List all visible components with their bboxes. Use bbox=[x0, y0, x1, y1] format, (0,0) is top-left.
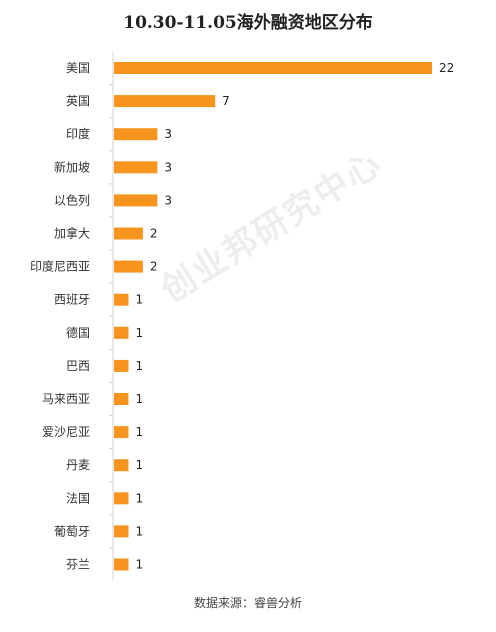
data-label: 1 bbox=[135, 524, 143, 538]
category-label: 加拿大 bbox=[54, 226, 90, 241]
bar bbox=[114, 525, 129, 538]
bar bbox=[114, 359, 129, 372]
bar bbox=[114, 194, 158, 207]
data-label: 1 bbox=[135, 326, 143, 340]
chart-title: 10.30-11.05海外融资地区分布 bbox=[123, 13, 373, 33]
category-label: 以色列 bbox=[54, 193, 90, 207]
category-label: 新加坡 bbox=[54, 159, 90, 174]
data-label: 22 bbox=[439, 61, 454, 75]
category-label: 西班牙 bbox=[54, 293, 90, 307]
data-label: 1 bbox=[135, 392, 143, 406]
bar bbox=[114, 558, 129, 571]
category-label: 英国 bbox=[66, 94, 90, 108]
category-label: 德国 bbox=[66, 325, 90, 340]
data-label: 1 bbox=[135, 359, 143, 373]
bar bbox=[114, 95, 216, 108]
category-label: 爱沙尼亚 bbox=[42, 425, 90, 439]
bar bbox=[114, 293, 129, 306]
data-label: 1 bbox=[135, 458, 143, 472]
bar bbox=[114, 161, 158, 174]
category-label: 丹麦 bbox=[66, 458, 90, 472]
data-label: 3 bbox=[164, 193, 172, 207]
bar bbox=[114, 260, 143, 273]
category-label: 印度尼西亚 bbox=[30, 259, 90, 274]
source-note: 数据来源：睿兽分析 bbox=[193, 596, 302, 610]
bar bbox=[114, 393, 129, 405]
data-label: 1 bbox=[135, 293, 143, 307]
category-label: 美国 bbox=[66, 61, 90, 75]
category-label: 法国 bbox=[66, 491, 90, 505]
bar bbox=[114, 426, 129, 439]
category-label: 葡萄牙 bbox=[54, 524, 90, 538]
bar bbox=[114, 459, 129, 472]
category-label: 芬兰 bbox=[66, 558, 90, 572]
data-label: 2 bbox=[150, 227, 158, 241]
data-label: 1 bbox=[135, 491, 143, 505]
data-label: 3 bbox=[164, 127, 172, 141]
data-label: 7 bbox=[222, 94, 230, 108]
bar bbox=[114, 128, 158, 141]
data-label: 3 bbox=[164, 160, 172, 174]
data-label: 1 bbox=[135, 558, 143, 572]
data-label: 1 bbox=[135, 425, 143, 439]
category-label: 印度 bbox=[66, 126, 90, 141]
category-label: 巴西 bbox=[66, 359, 90, 373]
bar bbox=[114, 227, 143, 240]
category-label: 马来西亚 bbox=[42, 392, 90, 406]
bar bbox=[114, 326, 129, 339]
bar bbox=[114, 62, 432, 74]
data-label: 2 bbox=[150, 260, 158, 274]
bar bbox=[114, 492, 129, 505]
